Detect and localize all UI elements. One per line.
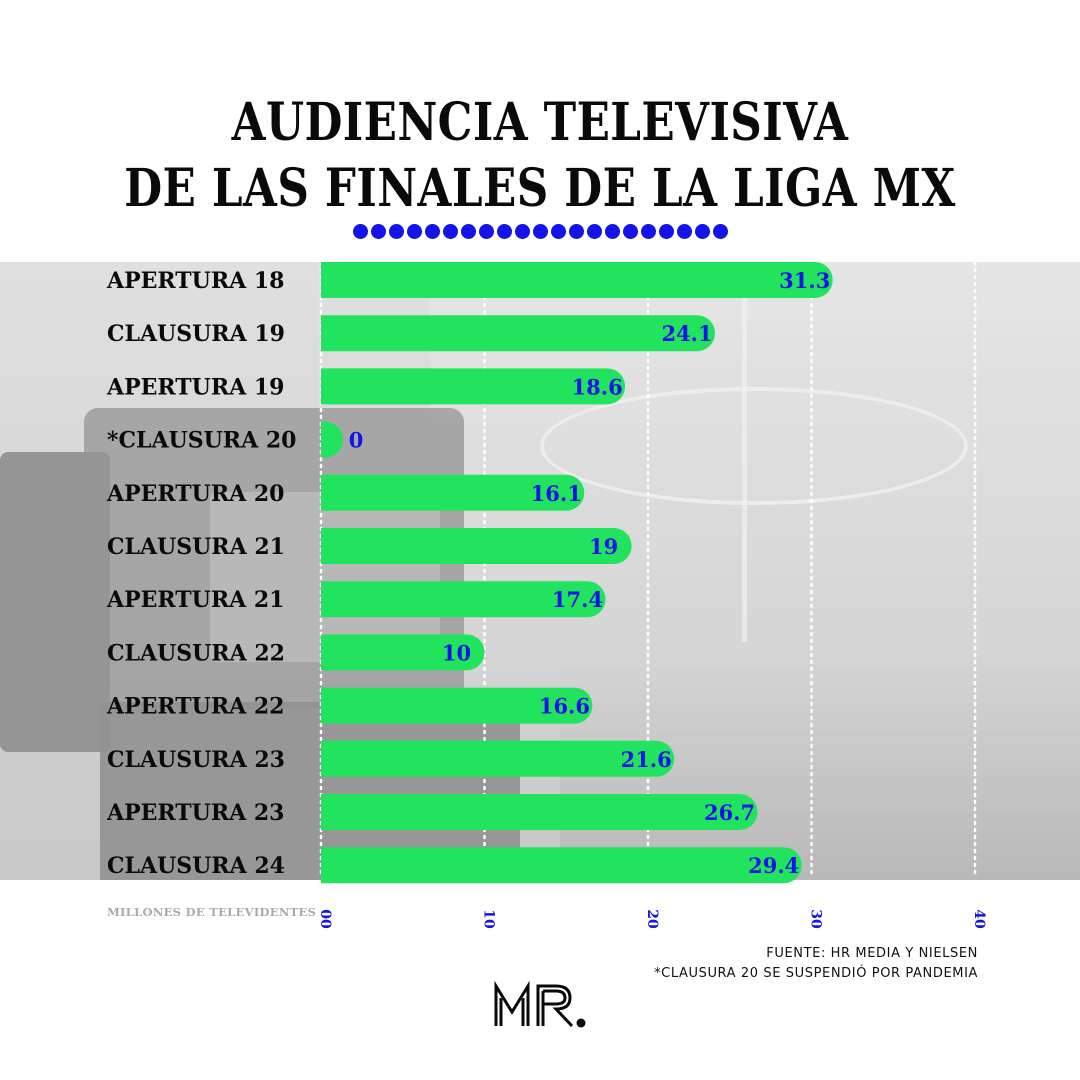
divider-dot bbox=[460, 224, 476, 239]
category-label: CLAUSURA 22 bbox=[107, 640, 285, 666]
chart-title-line-1: AUDIENCIA TELEVISIVA bbox=[231, 92, 849, 153]
category-label: APERTURA 20 bbox=[106, 481, 284, 507]
x-tick-label: 40 bbox=[971, 909, 987, 929]
bar bbox=[321, 687, 593, 724]
dot-divider bbox=[0, 224, 1080, 242]
field-line-shape bbox=[742, 262, 747, 642]
bar bbox=[321, 262, 833, 298]
category-label: APERTURA 22 bbox=[106, 694, 284, 720]
value-label: 26.7 bbox=[704, 800, 755, 825]
category-label: CLAUSURA 24 bbox=[107, 853, 285, 879]
chart-title: AUDIENCIA TELEVISIVA DE LAS FINALES DE L… bbox=[0, 90, 1080, 222]
divider-dot bbox=[586, 224, 602, 239]
x-tick-label: 20 bbox=[644, 909, 660, 929]
source-line: FUENTE: HR MEDIA Y NIELSEN bbox=[766, 946, 978, 961]
chart-title-line-2: DE LAS FINALES DE LA LIGA MX bbox=[124, 158, 956, 219]
value-label: 17.4 bbox=[552, 587, 603, 612]
value-label: 0 bbox=[349, 428, 364, 453]
category-label: CLAUSURA 19 bbox=[107, 321, 285, 347]
divider-dot bbox=[496, 224, 512, 239]
divider-dot bbox=[478, 224, 494, 239]
bar bbox=[321, 794, 758, 830]
bar bbox=[321, 581, 606, 618]
value-label: 21.6 bbox=[621, 747, 672, 772]
divider-dot bbox=[658, 224, 674, 239]
bar-chart: APERTURA 18 CLAUSURA 19 APERTURA 19 *CLAUSU… bbox=[106, 260, 987, 929]
divider-dot bbox=[442, 224, 458, 239]
category-labels: APERTURA 18 CLAUSURA 19 APERTURA 19 *CLAUSU… bbox=[106, 268, 296, 879]
divider-dot bbox=[712, 224, 728, 239]
bar bbox=[321, 847, 802, 884]
value-label: 29.4 bbox=[748, 853, 799, 878]
category-label: APERTURA 23 bbox=[106, 800, 284, 826]
divider-dot bbox=[532, 224, 548, 239]
bar bbox=[321, 740, 675, 777]
photo-tint bbox=[0, 262, 1080, 880]
mr-logo bbox=[494, 980, 586, 1028]
camera-screen-shape bbox=[210, 492, 440, 662]
x-tick-label: 10 bbox=[481, 909, 497, 929]
bar bbox=[321, 421, 343, 458]
grid-lines bbox=[319, 260, 977, 880]
value-label: 19 bbox=[589, 534, 618, 559]
divider-dot bbox=[352, 224, 368, 239]
category-label: APERTURA 18 bbox=[106, 268, 284, 294]
bar bbox=[321, 368, 626, 405]
x-tick-label: 00 bbox=[317, 909, 333, 929]
value-label: 24.1 bbox=[661, 321, 712, 346]
value-label: 16.1 bbox=[531, 481, 582, 506]
category-label: CLAUSURA 23 bbox=[107, 747, 285, 773]
divider-dot bbox=[640, 224, 656, 239]
divider-dot bbox=[370, 224, 386, 239]
source-note: FUENTE: HR MEDIA Y NIELSEN *CLAUSURA 20 … bbox=[654, 944, 978, 984]
divider-dot bbox=[550, 224, 566, 239]
value-label: 31.3 bbox=[779, 268, 830, 293]
bar bbox=[321, 634, 485, 671]
value-label: 16.6 bbox=[539, 694, 590, 719]
value-label: 10 bbox=[442, 640, 471, 665]
x-tick-labels: 00 10 20 30 40 bbox=[317, 909, 987, 929]
divider-dot bbox=[568, 224, 584, 239]
divider-dot bbox=[622, 224, 638, 239]
footnote-line: *CLAUSURA 20 SE SUSPENDIÓ POR PANDEMIA bbox=[654, 966, 978, 981]
bar bbox=[321, 474, 585, 511]
divider-dot bbox=[424, 224, 440, 239]
category-label: APERTURA 19 bbox=[106, 374, 284, 400]
divider-dot bbox=[514, 224, 530, 239]
divider-dot bbox=[676, 224, 692, 239]
x-tick-label: 30 bbox=[808, 909, 824, 929]
mr-logo-dot bbox=[576, 1018, 586, 1028]
mr-logo-outline bbox=[494, 980, 574, 1028]
value-label: 18.6 bbox=[572, 374, 623, 399]
bar bbox=[321, 528, 632, 564]
divider-dot bbox=[406, 224, 422, 239]
center-circle-shape bbox=[540, 387, 968, 505]
value-labels: 31.3 24.1 18.6 0 16.1 19 17.4 10 16.6 21.6 26.7 29.… bbox=[349, 268, 831, 878]
bar bbox=[321, 315, 716, 352]
category-label: APERTURA 21 bbox=[106, 587, 284, 613]
background-photo bbox=[0, 262, 1080, 880]
divider-dot bbox=[694, 224, 710, 239]
camera-lens-shape bbox=[0, 452, 110, 752]
divider-dot bbox=[388, 224, 404, 239]
bars bbox=[321, 262, 833, 884]
category-label: *CLAUSURA 20 bbox=[107, 428, 296, 454]
x-axis-label: MILLONES DE TELEVIDENTES bbox=[107, 905, 317, 919]
category-label: CLAUSURA 21 bbox=[107, 534, 285, 560]
divider-dot bbox=[604, 224, 620, 239]
